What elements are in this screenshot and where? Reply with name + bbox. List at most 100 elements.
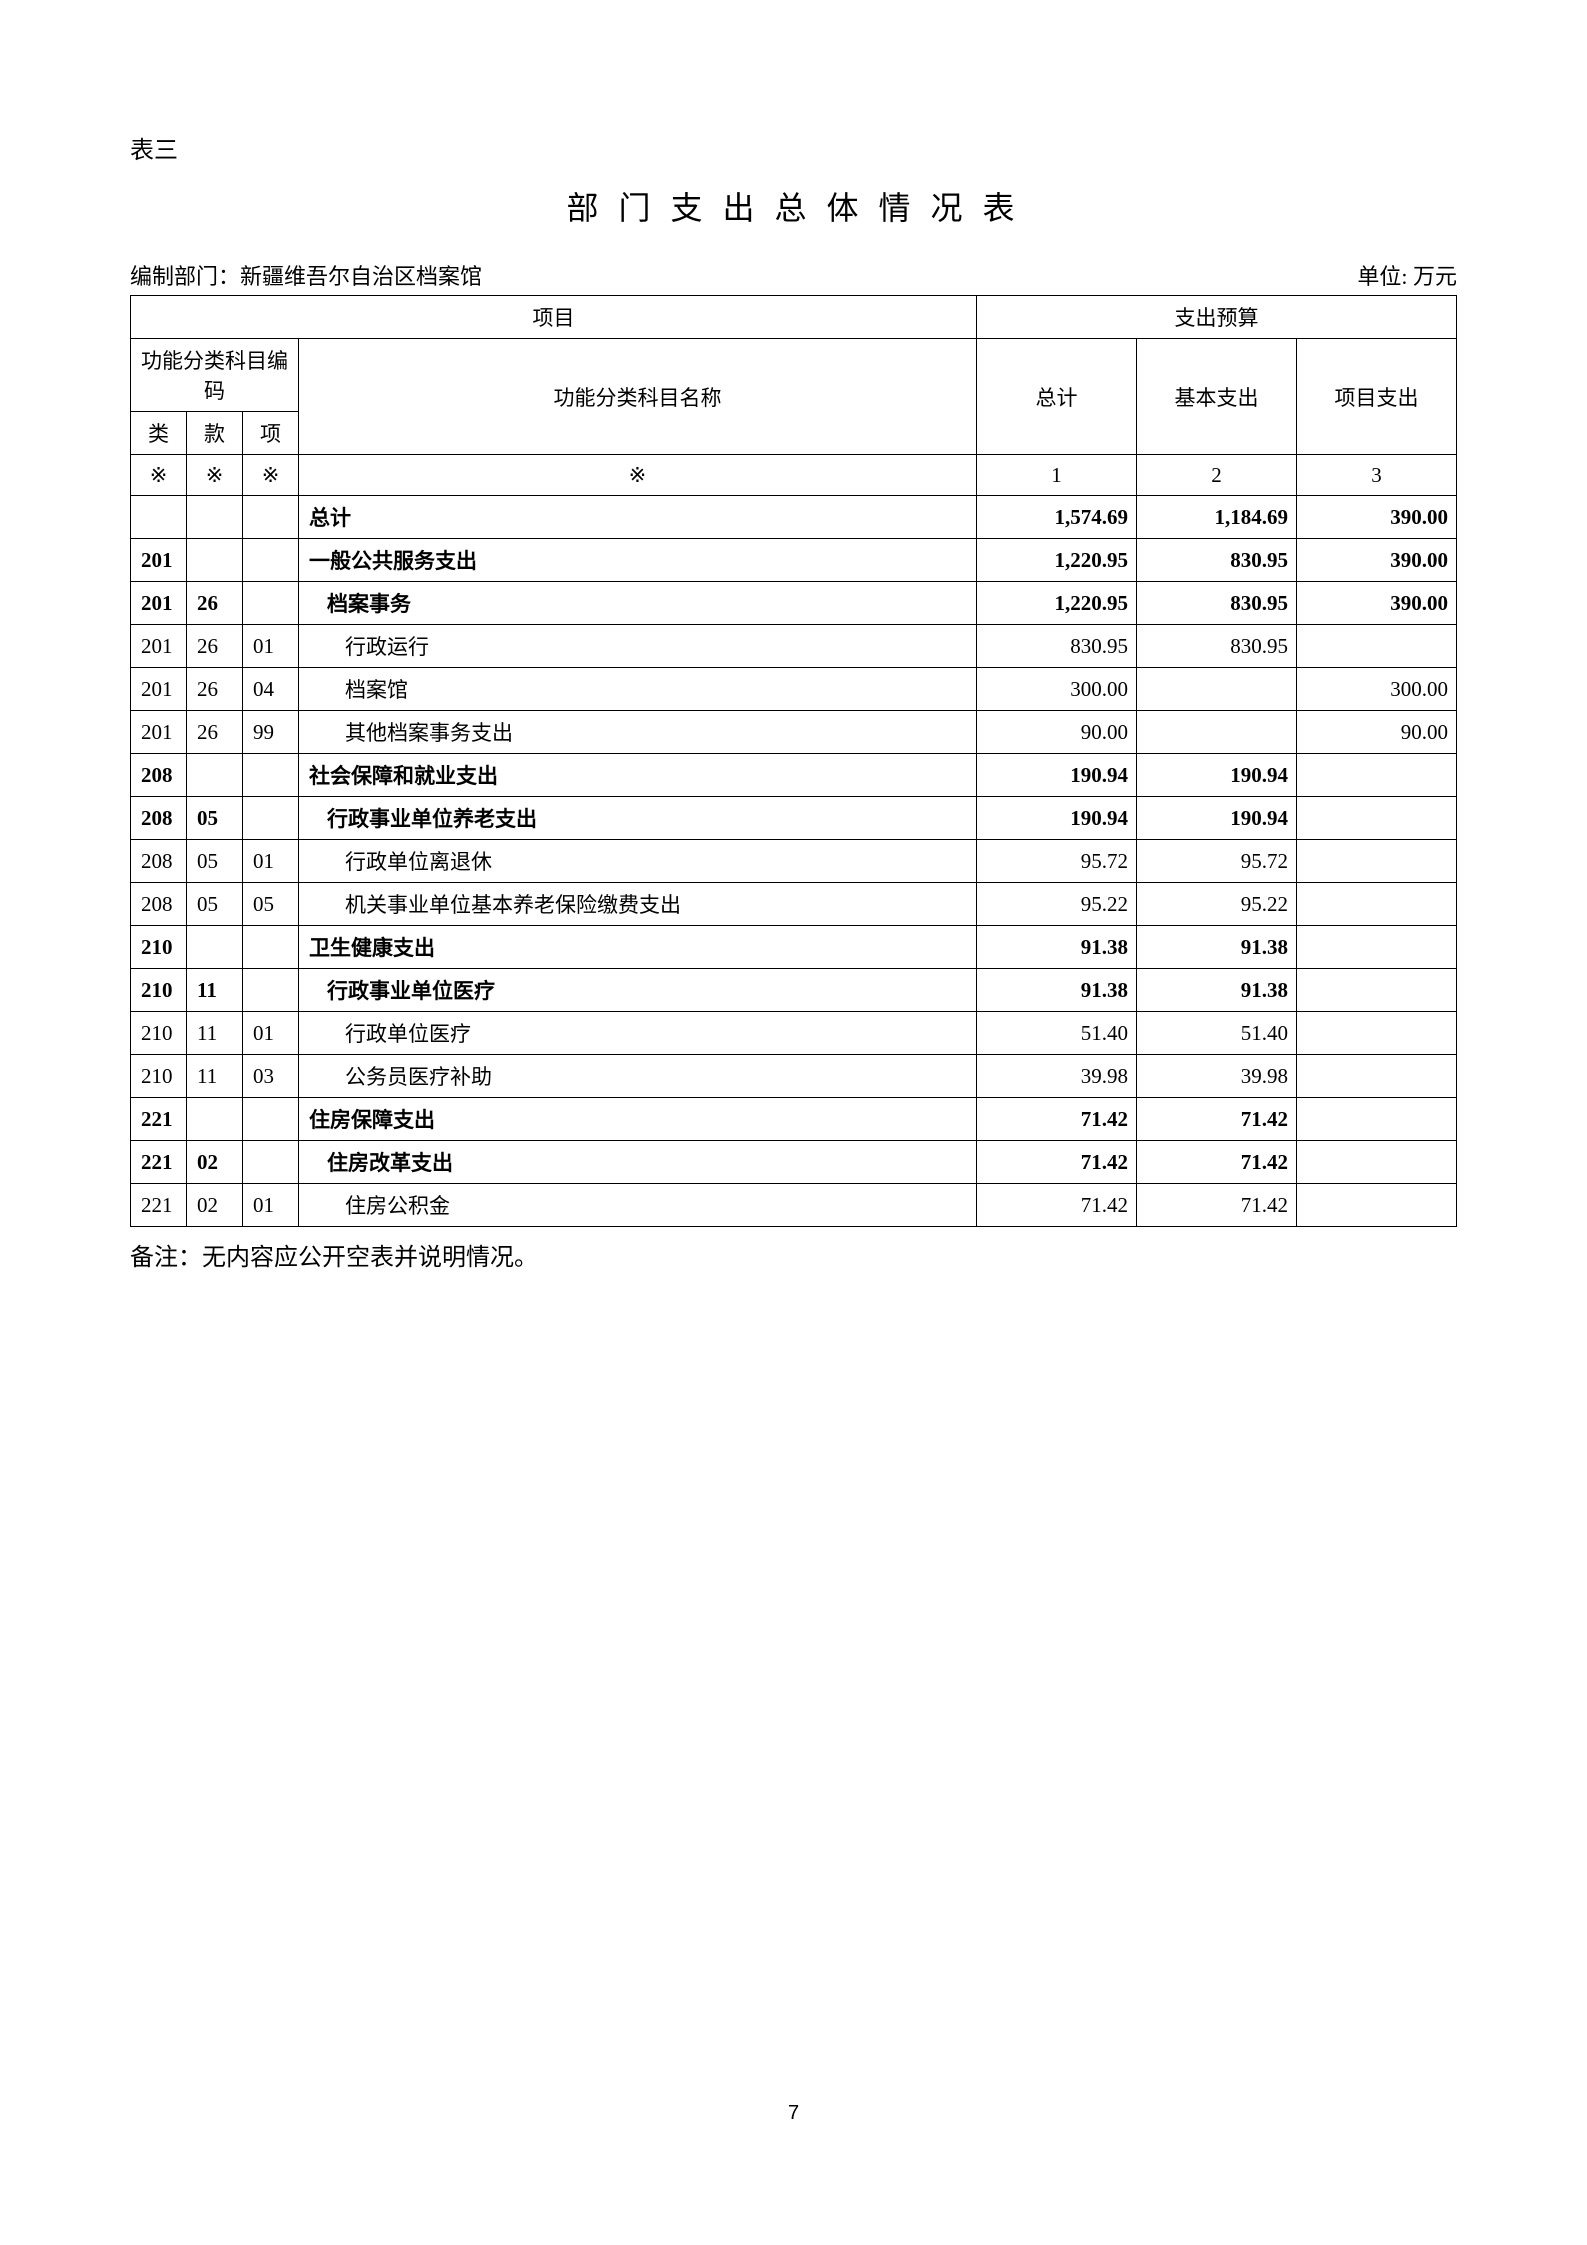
cell-kuan: 11 [187, 969, 243, 1012]
cell-basic: 91.38 [1136, 969, 1296, 1012]
table-label: 表三 [130, 130, 1457, 165]
cell-basic [1136, 711, 1296, 754]
cell-kuan [187, 1098, 243, 1141]
header-proj: 项目支出 [1296, 339, 1456, 455]
cell-total: 39.98 [976, 1055, 1136, 1098]
cell-total: 300.00 [976, 668, 1136, 711]
cell-xiang: 05 [243, 883, 299, 926]
cell-kuan: 02 [187, 1184, 243, 1227]
cell-basic: 1,184.69 [1136, 496, 1296, 539]
cell-kuan: 05 [187, 797, 243, 840]
cell-proj [1296, 754, 1456, 797]
cell-basic: 91.38 [1136, 926, 1296, 969]
cell-proj [1296, 1098, 1456, 1141]
cell-kuan: 02 [187, 1141, 243, 1184]
cell-name: 社会保障和就业支出 [299, 754, 977, 797]
table-row: 210卫生健康支出91.3891.38 [131, 926, 1457, 969]
cell-total: 95.72 [976, 840, 1136, 883]
cell-kuan [187, 496, 243, 539]
cell-total: 190.94 [976, 754, 1136, 797]
header-xiang: 项 [243, 412, 299, 455]
cell-basic: 51.40 [1136, 1012, 1296, 1055]
table-row: 208社会保障和就业支出190.94190.94 [131, 754, 1457, 797]
cell-xiang: 04 [243, 668, 299, 711]
cell-name: 档案馆 [299, 668, 977, 711]
cell-name: 行政运行 [299, 625, 977, 668]
cell-basic: 830.95 [1136, 539, 1296, 582]
header-budget: 支出预算 [976, 296, 1456, 339]
header-name: 功能分类科目名称 [299, 339, 977, 455]
cell-kuan: 11 [187, 1012, 243, 1055]
cell-kuan: 26 [187, 668, 243, 711]
cell-name: 住房改革支出 [299, 1141, 977, 1184]
cell-name: 公务员医疗补助 [299, 1055, 977, 1098]
cell-name: 行政单位离退休 [299, 840, 977, 883]
table-row: 22102住房改革支出71.4271.42 [131, 1141, 1457, 1184]
cell-kuan [187, 539, 243, 582]
header-mark-3: ※ [243, 455, 299, 496]
department-label: 编制部门：新疆维吾尔自治区档案馆 [130, 259, 482, 291]
header-col-3: 3 [1296, 455, 1456, 496]
cell-proj: 90.00 [1296, 711, 1456, 754]
cell-total: 830.95 [976, 625, 1136, 668]
cell-xiang [243, 539, 299, 582]
cell-total: 91.38 [976, 926, 1136, 969]
table-row: 2210201住房公积金71.4271.42 [131, 1184, 1457, 1227]
cell-xiang [243, 926, 299, 969]
cell-basic: 95.72 [1136, 840, 1296, 883]
cell-xiang: 01 [243, 1184, 299, 1227]
cell-proj [1296, 1055, 1456, 1098]
expenditure-table: 项目 支出预算 功能分类科目编码 功能分类科目名称 总计 基本支出 项目支出 类… [130, 295, 1457, 1227]
cell-name: 一般公共服务支出 [299, 539, 977, 582]
table-row: 201一般公共服务支出1,220.95830.95390.00 [131, 539, 1457, 582]
cell-xiang: 03 [243, 1055, 299, 1098]
cell-xiang [243, 754, 299, 797]
cell-proj: 390.00 [1296, 496, 1456, 539]
table-row: 2101101行政单位医疗51.4051.40 [131, 1012, 1457, 1055]
cell-xiang: 99 [243, 711, 299, 754]
cell-name: 卫生健康支出 [299, 926, 977, 969]
cell-kuan: 05 [187, 883, 243, 926]
cell-total: 1,220.95 [976, 582, 1136, 625]
table-row: 2080501行政单位离退休95.7295.72 [131, 840, 1457, 883]
cell-lei: 208 [131, 840, 187, 883]
cell-lei: 210 [131, 1055, 187, 1098]
cell-xiang: 01 [243, 625, 299, 668]
cell-total: 51.40 [976, 1012, 1136, 1055]
cell-xiang [243, 1098, 299, 1141]
cell-proj [1296, 1141, 1456, 1184]
header-mark-2: ※ [187, 455, 243, 496]
cell-basic: 71.42 [1136, 1184, 1296, 1227]
table-row: 2012699其他档案事务支出90.0090.00 [131, 711, 1457, 754]
cell-kuan: 11 [187, 1055, 243, 1098]
cell-lei: 210 [131, 926, 187, 969]
cell-basic: 190.94 [1136, 797, 1296, 840]
cell-total: 1,220.95 [976, 539, 1136, 582]
header-lei: 类 [131, 412, 187, 455]
cell-lei [131, 496, 187, 539]
table-row: 2012604档案馆300.00300.00 [131, 668, 1457, 711]
cell-kuan [187, 754, 243, 797]
cell-basic: 71.42 [1136, 1098, 1296, 1141]
cell-total: 95.22 [976, 883, 1136, 926]
unit-label: 单位: 万元 [1357, 259, 1457, 291]
cell-proj: 390.00 [1296, 582, 1456, 625]
cell-proj [1296, 969, 1456, 1012]
header-basic: 基本支出 [1136, 339, 1296, 455]
cell-basic [1136, 668, 1296, 711]
cell-total: 1,574.69 [976, 496, 1136, 539]
note: 备注：无内容应公开空表并说明情况。 [130, 1237, 1457, 1272]
table-row: 21011行政事业单位医疗91.3891.38 [131, 969, 1457, 1012]
cell-lei: 208 [131, 754, 187, 797]
table-row: 20805行政事业单位养老支出190.94190.94 [131, 797, 1457, 840]
table-body: 总计1,574.691,184.69390.00201一般公共服务支出1,220… [131, 496, 1457, 1227]
cell-basic: 830.95 [1136, 625, 1296, 668]
table-row: 2012601行政运行830.95830.95 [131, 625, 1457, 668]
table-row: 20126档案事务1,220.95830.95390.00 [131, 582, 1457, 625]
cell-lei: 221 [131, 1184, 187, 1227]
cell-proj [1296, 883, 1456, 926]
cell-name: 档案事务 [299, 582, 977, 625]
cell-lei: 201 [131, 625, 187, 668]
cell-lei: 208 [131, 883, 187, 926]
cell-xiang [243, 496, 299, 539]
